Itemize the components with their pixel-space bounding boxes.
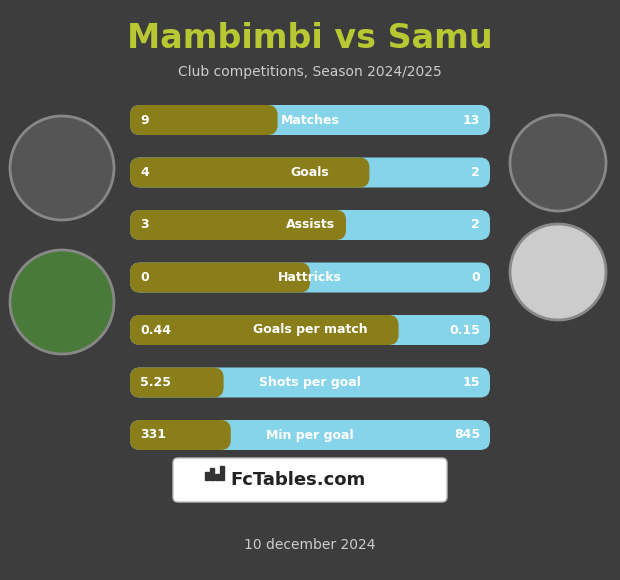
Text: FcTables.com: FcTables.com [230, 471, 365, 489]
Text: Assists: Assists [285, 219, 335, 231]
Text: 331: 331 [140, 429, 166, 441]
FancyBboxPatch shape [130, 315, 490, 345]
Circle shape [510, 224, 606, 320]
Text: Matches: Matches [281, 114, 339, 126]
Text: 0: 0 [471, 271, 480, 284]
Circle shape [10, 116, 114, 220]
Text: Club competitions, Season 2024/2025: Club competitions, Season 2024/2025 [178, 65, 442, 79]
Text: 0.15: 0.15 [449, 324, 480, 336]
Text: 0.44: 0.44 [140, 324, 171, 336]
Text: 5.25: 5.25 [140, 376, 171, 389]
FancyBboxPatch shape [130, 420, 490, 450]
Text: Min per goal: Min per goal [266, 429, 354, 441]
Text: 9: 9 [140, 114, 149, 126]
Text: Shots per goal: Shots per goal [259, 376, 361, 389]
Text: 4: 4 [140, 166, 149, 179]
Text: 13: 13 [463, 114, 480, 126]
FancyBboxPatch shape [130, 105, 490, 135]
Text: Goals: Goals [291, 166, 329, 179]
FancyBboxPatch shape [130, 210, 346, 240]
FancyBboxPatch shape [130, 263, 490, 292]
Bar [215, 474, 218, 480]
Bar [220, 466, 223, 480]
FancyBboxPatch shape [173, 458, 447, 502]
Text: 0: 0 [140, 271, 149, 284]
FancyBboxPatch shape [130, 368, 490, 397]
Text: Hattricks: Hattricks [278, 271, 342, 284]
Text: 2: 2 [471, 219, 480, 231]
FancyBboxPatch shape [130, 210, 490, 240]
FancyBboxPatch shape [130, 158, 370, 187]
FancyBboxPatch shape [130, 315, 399, 345]
Text: Goals per match: Goals per match [253, 324, 367, 336]
Circle shape [10, 250, 114, 354]
FancyBboxPatch shape [130, 263, 310, 292]
Bar [210, 468, 213, 480]
Bar [205, 472, 208, 480]
Text: 845: 845 [454, 429, 480, 441]
FancyBboxPatch shape [130, 420, 231, 450]
FancyBboxPatch shape [130, 368, 224, 397]
Text: 2: 2 [471, 166, 480, 179]
Circle shape [510, 115, 606, 211]
FancyBboxPatch shape [130, 105, 278, 135]
Text: 15: 15 [463, 376, 480, 389]
Text: 10 december 2024: 10 december 2024 [244, 538, 376, 552]
Text: Mambimbi vs Samu: Mambimbi vs Samu [127, 21, 493, 55]
FancyBboxPatch shape [130, 158, 490, 187]
Text: 3: 3 [140, 219, 149, 231]
